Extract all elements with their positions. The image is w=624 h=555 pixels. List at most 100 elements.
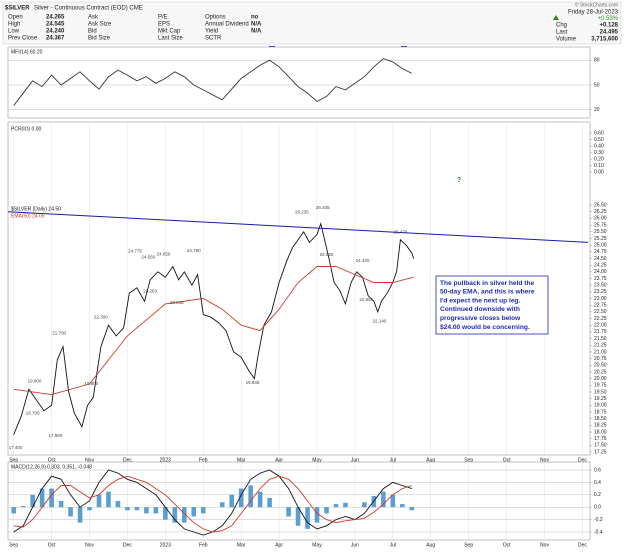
y-tick-label: 18.00 <box>594 429 607 435</box>
histogram-bar <box>106 491 111 508</box>
histogram-bar <box>409 507 415 511</box>
y-tick-label: 23.00 <box>594 296 607 302</box>
histogram-bar <box>381 491 386 508</box>
x-tick-label: Jul <box>390 457 396 463</box>
y-tick-label: 22.00 <box>594 323 607 329</box>
quote-label: Bid <box>88 29 97 35</box>
quote-label: Prev Close <box>8 36 38 42</box>
y-tick-label: 19.00 <box>594 403 607 409</box>
price-label: 24.550 <box>141 254 155 259</box>
y-tick-label: 24.75 <box>594 249 607 255</box>
y-tick-label: 0.2 <box>594 492 601 498</box>
quote-label: SCTR <box>205 36 222 42</box>
x-tick-label: Aug <box>426 457 435 463</box>
legend-entry: EMA(50) 24.05 <box>11 213 45 219</box>
price-label: 21.700 <box>52 330 66 335</box>
x-tick-label: Sep <box>9 457 18 463</box>
y-tick-label: -0.2 <box>594 517 603 523</box>
price-label: 19.845 <box>246 380 260 385</box>
stat-value: 3,715,600 <box>591 37 618 43</box>
quote-label: Annual Dividend <box>205 22 249 28</box>
line-series <box>13 58 413 106</box>
quote-label: EPS <box>158 22 170 28</box>
histogram-bar <box>11 507 16 514</box>
change-pct: +0.53% <box>597 16 618 22</box>
y-tick-label: 20.25 <box>594 369 607 375</box>
panel-legend: PCR(IO) 0.00 <box>11 126 42 132</box>
histogram-bar <box>68 507 73 517</box>
histogram-bar <box>229 494 235 508</box>
x-tick-label: Nov <box>85 542 94 548</box>
quote-label: Yield <box>205 29 218 35</box>
x-tick-label: May <box>312 542 322 548</box>
x-tick-label: Sep <box>9 542 18 548</box>
histogram-bar <box>144 507 149 514</box>
y-tick-label: 21.75 <box>594 329 607 335</box>
projection-label: ? <box>457 177 461 184</box>
price-label: 17.400 <box>9 445 23 450</box>
quote-label: Options <box>205 15 226 21</box>
x-tick-label: Nov <box>85 457 94 463</box>
source: © StockCharts.com <box>575 1 618 8</box>
callout-box <box>435 275 549 335</box>
y-tick-label: 80 <box>594 58 600 64</box>
histogram-bar <box>153 507 159 514</box>
x-tick-label: May <box>312 457 322 463</box>
y-tick-label: 18.25 <box>594 423 607 429</box>
stat-label: Volume <box>556 37 577 43</box>
x-tick-label: Jul <box>390 542 396 548</box>
quote-label: High <box>8 22 20 28</box>
y2-tick-label: 0.50 <box>594 137 604 143</box>
y-tick-label: 22.25 <box>594 316 607 322</box>
y-tick-label: 20.75 <box>594 356 607 362</box>
histogram-bar <box>125 507 130 511</box>
quote-label: Bid Size <box>88 36 111 42</box>
x-tick-label: Nov <box>540 457 549 463</box>
y-tick-label: 19.25 <box>594 396 607 402</box>
y-tick-label: 24.00 <box>594 269 607 275</box>
x-tick-label: Nov <box>540 542 549 548</box>
quote-label: P/E <box>158 15 168 21</box>
stat-label: Chg <box>556 23 567 29</box>
quote-label: Ask <box>88 15 99 21</box>
y-tick-label: 23.50 <box>594 282 607 288</box>
y-tick-label: 18.50 <box>594 416 607 422</box>
x-tick-label: Mar <box>237 457 246 463</box>
price-label: 23.263 <box>143 289 157 294</box>
price-label: 22.140 <box>373 319 387 324</box>
panel-legend: MACD(12,26,9) 0.303, 0.351, -0.048 <box>11 464 92 470</box>
y2-tick-label: 0.40 <box>594 143 604 149</box>
x-tick-label: Dec <box>578 542 587 548</box>
y-tick-label: 17.75 <box>594 436 607 442</box>
y-tick-label: 0.6 <box>594 467 601 473</box>
price-label: 19.800 <box>85 381 99 386</box>
y-tick-label: 20.50 <box>594 363 607 369</box>
y-tick-label: 22.50 <box>594 309 607 315</box>
quote-value: 24.240 <box>46 29 65 35</box>
histogram-bar <box>20 505 26 508</box>
y-tick-label: 24.25 <box>594 262 607 268</box>
y-tick-label: 19.50 <box>594 389 607 395</box>
quote-label: Last Size <box>158 36 183 42</box>
x-tick-label: Oct <box>48 542 56 548</box>
histogram-bar <box>77 507 83 523</box>
y-tick-label: 20 <box>594 107 600 113</box>
x-tick-label: Dec <box>578 457 587 463</box>
y-tick-label: 23.25 <box>594 289 607 295</box>
x-tick-label: Feb <box>199 542 208 548</box>
price-label: 24.650 <box>157 252 171 257</box>
line-series <box>8 211 589 243</box>
price-label: 24.420 <box>356 258 370 263</box>
y-tick-label: 17.25 <box>594 449 607 455</box>
y-tick-label: 21.50 <box>594 336 607 342</box>
line-series <box>13 475 412 533</box>
quote-label: Mkt Cap <box>158 29 181 35</box>
y-tick-label: 18.75 <box>594 409 607 415</box>
x-tick-label: Jun <box>351 542 359 548</box>
histogram-bar <box>238 488 244 508</box>
histogram-bar <box>30 494 35 508</box>
histogram-bar <box>134 507 140 511</box>
quote-label: Low <box>8 29 20 35</box>
price-label: 17.860 <box>49 433 63 438</box>
